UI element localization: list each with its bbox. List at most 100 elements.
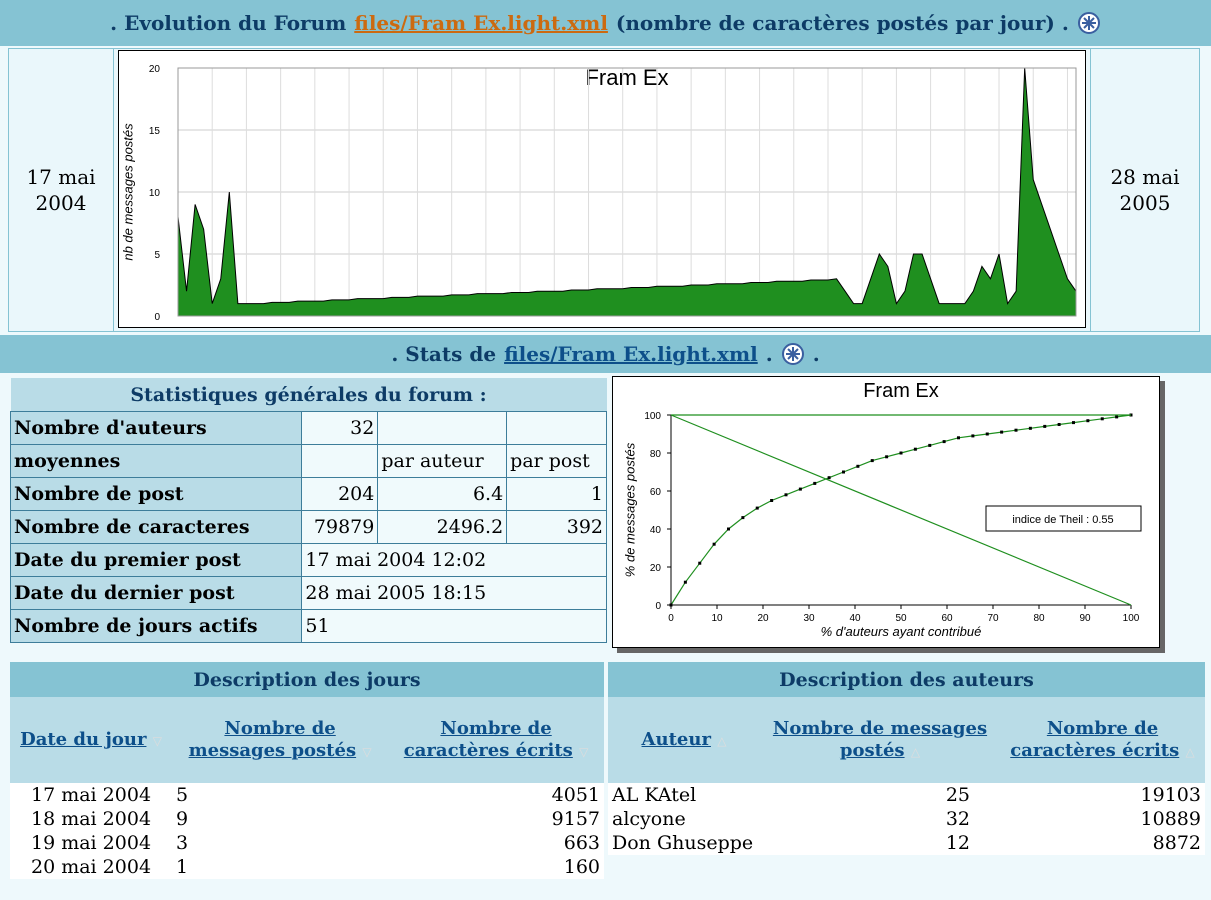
y-axis-label: % de messages postés <box>622 442 637 577</box>
marker <box>755 506 759 510</box>
y-tick-label: 10 <box>149 188 161 199</box>
marker <box>1014 428 1018 432</box>
y-axis-label: nb de messages postés <box>120 123 135 261</box>
y-tick-label: 20 <box>149 64 161 75</box>
y-tick-label: 15 <box>149 126 161 137</box>
sort-link[interactable]: Nombre de caractères écrits <box>403 717 573 761</box>
value: par post <box>506 444 607 478</box>
icon[interactable] <box>781 342 805 366</box>
label: Date du premier post <box>9 543 303 577</box>
start-date: 17 mai 2004 <box>8 48 114 332</box>
authors-table: Description des auteurs Auteur △ Nombre d… <box>608 662 1205 855</box>
title-suffix: (nombre de caractères postés par jour) . <box>615 11 1069 35</box>
marker <box>1100 417 1104 421</box>
marker <box>942 440 946 444</box>
y-tick-label: 40 <box>650 525 662 536</box>
marker <box>870 459 874 463</box>
days-table: Description des jours Date du jour ▽ Nomb… <box>10 662 604 879</box>
label: Nombre de caracteres <box>9 510 303 544</box>
marker <box>928 443 932 447</box>
y-tick-label: 100 <box>644 411 661 422</box>
cell: 663 <box>388 831 604 855</box>
value: 392 <box>506 510 607 544</box>
sort-link[interactable]: Nombre de messages postés <box>772 717 988 761</box>
row: alcyone 32 10889 <box>608 807 1205 831</box>
cell: alcyone <box>608 807 760 831</box>
cell: 20 mai 2004 <box>10 855 173 879</box>
sort-link[interactable]: Nombre de messages postés <box>188 717 357 761</box>
marker <box>669 603 673 607</box>
marker <box>1028 426 1032 430</box>
marker <box>1057 423 1061 426</box>
marker <box>1115 415 1119 419</box>
cell: 8872 <box>1000 831 1205 855</box>
start-date-text: 17 mai 2004 <box>26 165 96 215</box>
value: 51 <box>301 609 607 643</box>
value: 79879 <box>301 510 379 544</box>
x-tick-label: 70 <box>987 613 999 624</box>
marker <box>784 493 788 497</box>
marker <box>1086 419 1090 423</box>
table-title: Description des auteurs <box>608 662 1205 697</box>
annotation-box <box>985 505 1142 532</box>
cell: 9157 <box>388 807 604 831</box>
value: 28 mai 2005 18:15 <box>301 576 607 610</box>
line <box>670 414 1132 606</box>
chart-title: Fram Ex <box>863 380 939 402</box>
row: 18 mai 2004 9 9157 <box>10 807 604 831</box>
stats-link[interactable]: files/Fram Ex.light.xml <box>504 342 758 366</box>
row: 17 mai 2004 5 4051 <box>10 783 604 807</box>
plot-frame <box>177 67 1077 317</box>
cell: 17 mai 2004 <box>10 783 173 807</box>
x-axis-label: % d'auteurs ayant contribué <box>821 624 982 639</box>
sort-link[interactable]: Nombre de caractères écrits <box>1010 717 1180 761</box>
row: 20 mai 2004 1 160 <box>10 855 604 879</box>
marker <box>885 455 889 459</box>
value: 32 <box>301 411 379 445</box>
x-tick-label: 100 <box>1123 613 1140 624</box>
evolution-chart: Fram Ex nb de messages postés 0 5 10 15 20 <box>118 50 1086 328</box>
label: Nombre de jours actifs <box>9 609 303 643</box>
annotation: indice de Theil : 0.55 <box>1012 514 1113 526</box>
sort-link[interactable]: Auteur <box>641 728 711 750</box>
chart-title: Fram Ex <box>585 65 668 90</box>
marker <box>798 487 802 491</box>
marker <box>971 434 975 438</box>
marker <box>899 451 903 455</box>
cell: 1 <box>172 855 389 879</box>
marker <box>741 516 745 520</box>
label: moyennes <box>9 444 303 478</box>
icon[interactable] <box>1077 11 1101 35</box>
marker <box>827 476 831 480</box>
label: Nombre de post <box>9 477 303 511</box>
y-tick-label: 60 <box>650 487 662 498</box>
cell: 32 <box>760 807 1000 831</box>
cell: 4051 <box>388 783 604 807</box>
y-tick-label: 80 <box>650 449 662 460</box>
x-tick-label: 10 <box>711 613 723 624</box>
y-tick-label: 20 <box>650 563 662 574</box>
label: Nombre d'auteurs <box>9 411 303 445</box>
marker <box>856 464 860 468</box>
forum-link[interactable]: files/Fram Ex.light.xml <box>354 11 608 35</box>
marker <box>712 542 716 546</box>
lorenz-chart: Fram Ex % de messages postés 0 20 40 60 80 100 0… <box>612 376 1160 648</box>
cell: 160 <box>388 855 604 879</box>
marker <box>813 481 817 485</box>
label: Date du dernier post <box>9 576 303 610</box>
cell: AL KAtel <box>608 783 760 807</box>
x-tick-label: 50 <box>895 613 907 624</box>
x-tick-label: 20 <box>757 613 769 624</box>
stats-suffix: . <box>765 342 773 366</box>
sort-link[interactable]: Date du jour <box>20 728 147 750</box>
stats-bar: . Stats de files/Fram Ex.light.xml . . <box>0 335 1211 373</box>
row: AL KAtel 25 19103 <box>608 783 1205 807</box>
cell: 9 <box>172 807 389 831</box>
x-tick-label: 30 <box>803 613 815 624</box>
general-table: Statistiques générales du forum : Nombre… <box>9 378 607 643</box>
cell: 10889 <box>1000 807 1205 831</box>
marker <box>985 432 989 436</box>
x-tick-label: 80 <box>1033 613 1045 624</box>
end-date-text: 28 mai 2005 <box>1110 165 1180 215</box>
x-tick-label: 40 <box>849 613 861 624</box>
